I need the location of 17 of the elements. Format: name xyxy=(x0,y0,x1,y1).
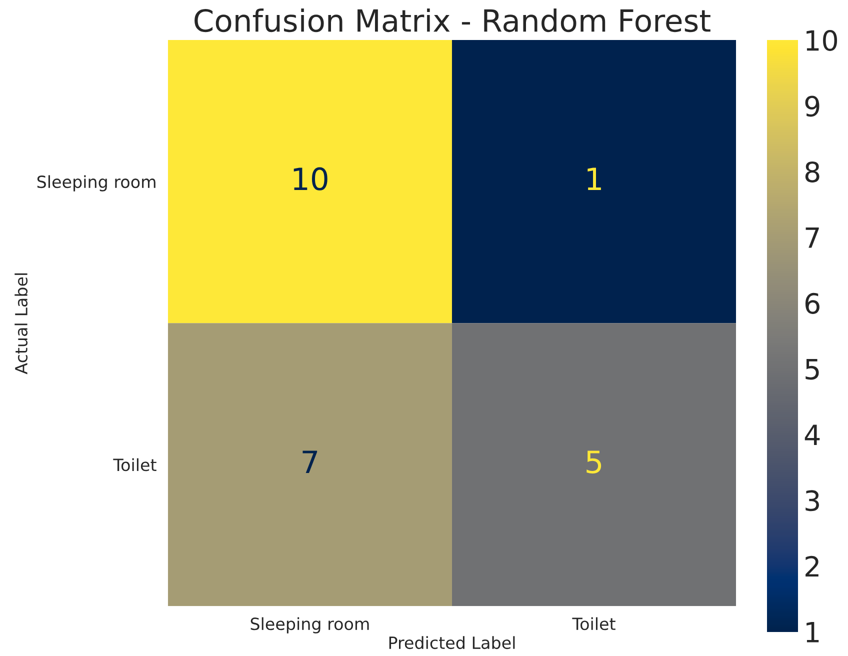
color-bar-label: 1 xyxy=(806,622,819,642)
color-bar-label: 10 xyxy=(806,30,838,51)
color-bar-label: 8 xyxy=(805,161,820,182)
color-bar-label: 7 xyxy=(806,228,819,248)
data-label: 1 xyxy=(588,168,601,190)
color-bar-label: 5 xyxy=(806,359,819,380)
color-bar-label: 6 xyxy=(805,292,820,314)
data-label: 7 xyxy=(302,450,318,474)
color-bar-label: 3 xyxy=(806,490,819,512)
color-bar-label: 4 xyxy=(804,424,820,446)
color-bar-label: 2 xyxy=(806,556,818,577)
color-bar-label: 9 xyxy=(805,96,820,117)
y-axis-title: Actual Label xyxy=(14,273,28,374)
data-label: 5 xyxy=(586,450,602,474)
chart-title: Confusion Matrix - Random Forest xyxy=(194,8,710,32)
data-label: 10 xyxy=(294,167,328,190)
x-axis-title: Predicted Label xyxy=(389,636,515,650)
